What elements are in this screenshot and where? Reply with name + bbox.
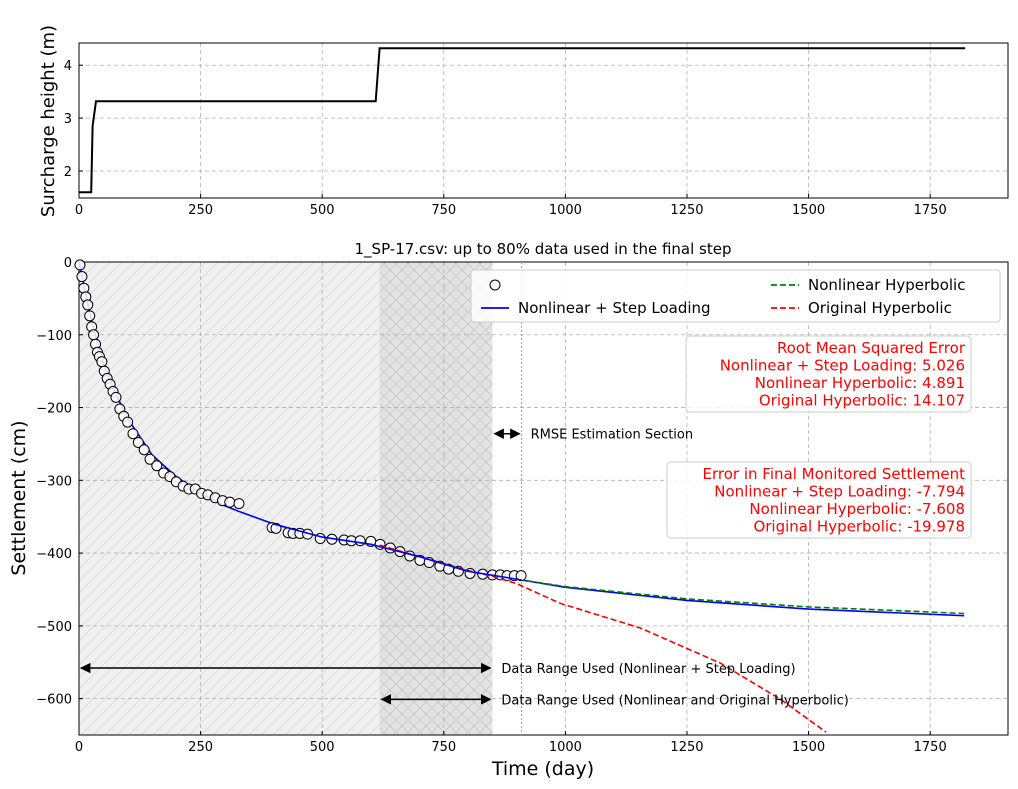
legend (470, 269, 1001, 323)
x-tick-label: 1750 (914, 740, 947, 755)
x-tick-label: 250 (188, 203, 213, 218)
x-tick-label: 1500 (792, 740, 825, 755)
measured-point (144, 453, 156, 465)
y-tick-label: −500 (36, 620, 72, 635)
y-tick-label: 0 (64, 256, 72, 271)
measured-point (88, 329, 100, 341)
annotation-label: Data Range Used (Nonlinear + Step Loadin… (501, 662, 795, 677)
y-tick-label: −400 (36, 547, 72, 562)
rmse-box (685, 335, 972, 413)
x-tick-label: 500 (310, 203, 335, 218)
box-text: Root Mean Squared Error (777, 339, 966, 357)
measured-point (127, 428, 139, 440)
measured-point (138, 444, 150, 456)
measured-point (151, 460, 163, 472)
measured-point (76, 271, 88, 283)
x-tick-label: 1500 (792, 203, 825, 218)
measured-point (122, 416, 134, 428)
x-tick-label: 1250 (670, 740, 703, 755)
y-tick-label: −300 (36, 474, 72, 489)
axes-frame (78, 261, 1009, 736)
y-axis-label: Surcharge height (m) (38, 25, 59, 217)
nonlinear-step-line-overlay (273, 523, 522, 581)
x-tick-label: 0 (75, 203, 83, 218)
x-tick-label: 750 (431, 740, 456, 755)
y-tick-label: −200 (36, 402, 72, 417)
box-text: Nonlinear Hyperbolic: 4.891 (755, 374, 965, 392)
legend-label: Nonlinear Hyperbolic (808, 276, 965, 294)
axes-frame (78, 42, 1009, 199)
y-axis-label: Settlement (cm) (8, 420, 30, 575)
annotation-label: Data Range Used (Nonlinear and Original … (501, 693, 848, 708)
box-text: Original Hyperbolic: 14.107 (759, 392, 965, 410)
measured-point (74, 259, 86, 271)
chart-title: 1_SP-17.csv: up to 80% data used in the … (355, 240, 732, 259)
measured-point (233, 498, 245, 510)
box-text: Nonlinear Hyperbolic: -7.608 (749, 500, 965, 518)
x-tick-label: 1000 (549, 203, 582, 218)
shaded-hatch (379, 262, 493, 735)
y-tick-label: 2 (64, 165, 72, 180)
y-tick-label: −100 (36, 329, 72, 344)
measured-point (110, 391, 122, 403)
surcharge-line (79, 47, 966, 194)
box-text: Nonlinear + Step Loading: -7.794 (714, 483, 965, 501)
box-text: Error in Final Monitored Settlement (703, 465, 966, 483)
error-box (666, 461, 972, 539)
measured-point (354, 535, 366, 547)
measured-point (84, 310, 96, 322)
x-tick-label: 500 (310, 740, 335, 755)
surcharge-chart: 0 250 500 750 1000 1250 1500 1750 2 3 4 Surcharge h… (38, 25, 1009, 218)
x-tick-label: 750 (431, 203, 456, 218)
y-tick-label: −600 (36, 693, 72, 708)
annotation-label: RMSE Estimation Section (531, 428, 694, 443)
x-tick-label: 250 (188, 740, 213, 755)
legend-marker-measured (489, 279, 501, 291)
legend-label: Original Hyperbolic (808, 299, 952, 317)
box-text: Nonlinear + Step Loading: 5.026 (720, 357, 965, 375)
measured-point (96, 356, 108, 368)
y-tick-label: 3 (64, 112, 72, 127)
y-tick-label: 4 (64, 59, 72, 74)
measured-point (82, 299, 94, 311)
x-axis-label: Time (day) (491, 758, 594, 780)
x-tick-label: 1250 (670, 203, 703, 218)
measured-point (224, 496, 236, 508)
x-tick-label: 1000 (549, 740, 582, 755)
measured-point (132, 436, 144, 448)
x-tick-label: 1750 (914, 203, 947, 218)
legend-label: Nonlinear + Step Loading (518, 299, 711, 317)
x-tick-label: 0 (75, 740, 83, 755)
settlement-chart: 0 250 500 750 1000 1250 1500 1750 0 −100 −200 −300 −… (8, 240, 1009, 780)
box-text: Original Hyperbolic: -19.978 (753, 518, 965, 536)
